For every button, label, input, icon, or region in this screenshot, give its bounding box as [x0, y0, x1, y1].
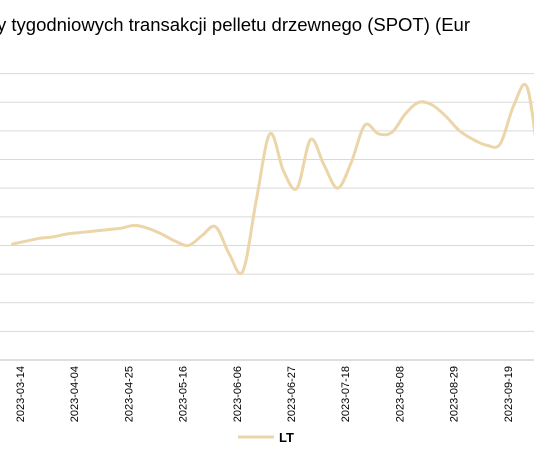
x-tick-label-3: 2023-05-16: [178, 366, 190, 422]
x-tick-label-1: 2023-04-04: [69, 366, 81, 422]
legend-label-lt: LT: [279, 430, 294, 445]
gridlines: [0, 73, 534, 332]
x-tick-label-8: 2023-08-29: [449, 366, 461, 422]
legend: LT: [238, 430, 294, 445]
series-line-lt: [11, 82, 534, 275]
x-tick-label-7: 2023-08-08: [394, 366, 406, 422]
x-tick-label-9: 2023-09-19: [503, 366, 515, 422]
series-layer: [11, 82, 534, 275]
x-tick-label-6: 2023-07-18: [340, 366, 352, 422]
x-tick-label-0: 2023-03-14: [15, 366, 27, 422]
x-axis-tick-labels: 2023-03-14 2023-04-04 2023-04-25 2023-05-16…: [15, 366, 515, 422]
x-tick-label-4: 2023-06-06: [232, 366, 244, 422]
x-tick-label-5: 2023-06-27: [286, 366, 298, 422]
chart-title: y tygodniowych transakcji pelletu drzewn…: [0, 14, 470, 35]
x-tick-label-2: 2023-04-25: [123, 366, 135, 422]
